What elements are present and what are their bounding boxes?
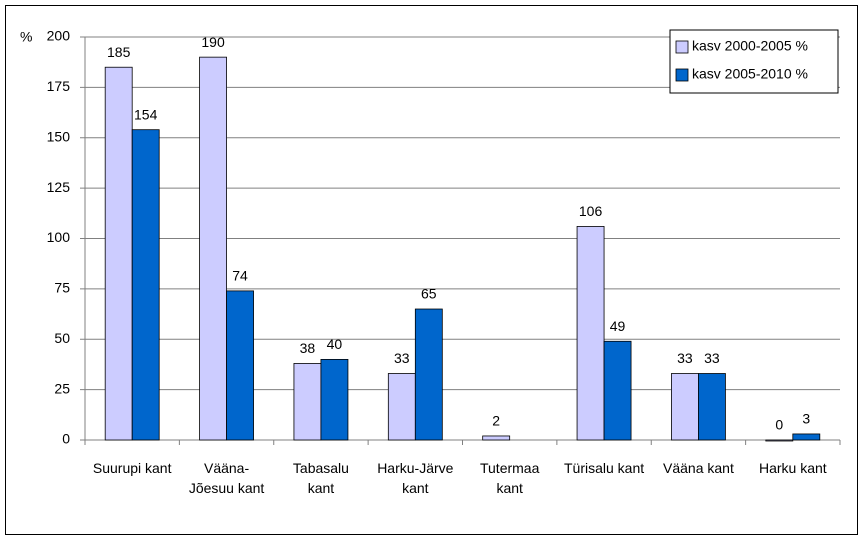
bar (671, 373, 699, 441)
x-tick-label: Tutermaa kant (479, 460, 540, 496)
data-label: 38 (300, 340, 316, 356)
bar (293, 363, 322, 441)
x-tick-label: Harku-Järve kant (377, 460, 454, 496)
y-tick-label: 25 (54, 380, 70, 396)
x-tick-label: Türisalu kant (563, 460, 645, 476)
data-label: 49 (610, 318, 626, 334)
y-tick-label: 200 (47, 28, 71, 44)
data-label: 0 (775, 417, 783, 433)
legend-swatch (675, 68, 689, 82)
bar (414, 308, 443, 441)
y-tick-label: 0 (62, 431, 70, 447)
x-tick-label: Tabasalu kant (292, 460, 349, 496)
data-label: 106 (579, 203, 603, 219)
data-label: 190 (201, 34, 225, 50)
data-label: 154 (134, 106, 158, 122)
x-tick-label: Harku kant (758, 460, 827, 476)
x-tick-label: Suurupi kant (92, 460, 172, 476)
data-label: 40 (327, 336, 343, 352)
y-tick-label: 50 (54, 330, 70, 346)
bar (698, 373, 726, 441)
data-label: 33 (394, 350, 410, 366)
y-tick-label: 175 (47, 78, 71, 94)
bar (387, 373, 416, 441)
data-label: 185 (107, 44, 131, 60)
legend-swatch (675, 40, 689, 54)
bar (131, 129, 160, 441)
bar (320, 358, 349, 441)
y-tick-label: 150 (47, 128, 71, 144)
legend-label: kasv 2005-2010 % (692, 66, 808, 82)
data-label: 33 (677, 350, 693, 366)
x-tick-label: Vääna kant (663, 460, 734, 476)
y-axis-label: % (20, 29, 32, 45)
data-label: 2 (492, 413, 500, 429)
bar (226, 290, 254, 441)
x-tick-label: Vääna-Jõesuu kant (188, 460, 265, 496)
data-label: 3 (802, 411, 810, 427)
y-tick-label: 75 (54, 280, 70, 296)
legend-label: kasv 2000-2005 % (692, 38, 808, 54)
bar (792, 433, 821, 441)
bar (199, 56, 227, 441)
bar (603, 340, 632, 441)
data-label: 74 (232, 268, 248, 284)
bar (104, 66, 133, 441)
legend-box (669, 29, 839, 94)
bar (576, 226, 605, 441)
bar (482, 435, 511, 441)
y-tick-label: 125 (47, 179, 71, 195)
data-label: 33 (704, 350, 720, 366)
data-label: 65 (421, 286, 437, 302)
y-tick-label: 100 (47, 229, 71, 245)
bar (765, 439, 794, 442)
